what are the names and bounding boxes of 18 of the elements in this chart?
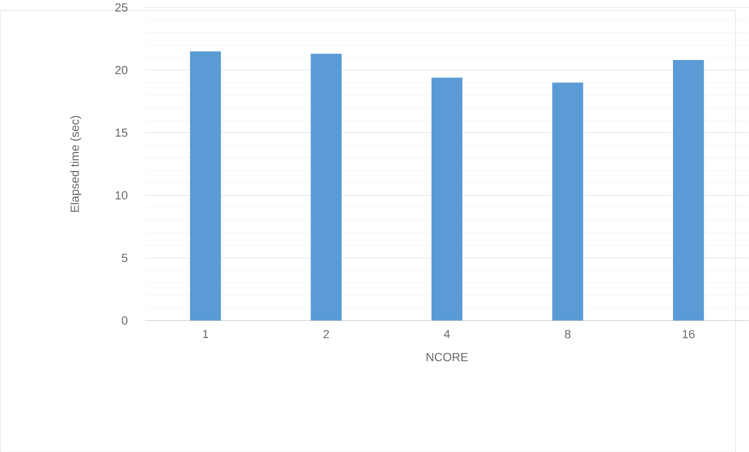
x-tick-label: 2 [324, 330, 329, 338]
bar [190, 51, 221, 320]
y-axis-title: Elapsed time (sec) [70, 116, 82, 212]
x-tick-label: 16 [682, 330, 694, 338]
y-tick-label: 0 [122, 316, 128, 325]
y-tick-label: 20 [115, 66, 128, 74]
bar [431, 77, 462, 320]
y-tick-label: 25 [115, 3, 128, 12]
y-tick-label: 5 [122, 254, 128, 262]
y-tick-label: 15 [116, 128, 128, 137]
bar [310, 54, 342, 320]
bar [552, 82, 584, 320]
bar [672, 60, 704, 320]
x-tick-label: 1 [203, 330, 208, 338]
x-tick-label: 8 [564, 330, 570, 338]
y-tick-label: 10 [116, 191, 128, 200]
x-axis-title: NCORE [426, 352, 468, 362]
x-tick-label: 4 [444, 330, 450, 338]
